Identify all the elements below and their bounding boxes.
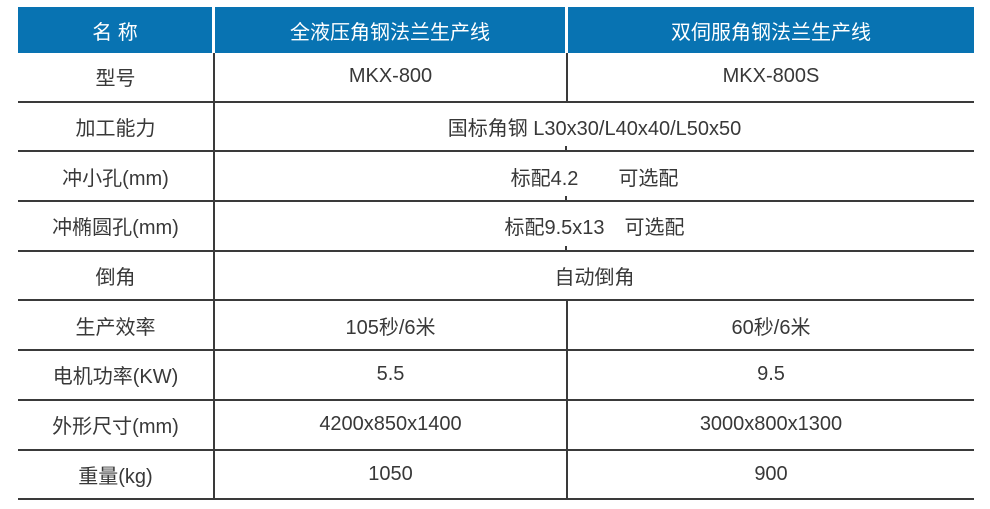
row-value-left: 4200x850x1400 xyxy=(215,400,568,449)
row-value-right: MKX-800S xyxy=(722,65,820,88)
table-row-capacity: 加工能力 国标角钢 L30x30/L40x40/L50x50 xyxy=(18,102,974,153)
row-label: 型号 xyxy=(18,53,215,101)
row-value-left: 5.5 xyxy=(215,351,568,399)
row-value-right: 60秒/6米 xyxy=(731,316,811,339)
product-spec-table: 名 称 全液压角钢法兰生产线 双伺服角钢法兰生产线 型号 MKX-800 MKX… xyxy=(18,7,974,501)
row-label: 冲椭圆孔(mm) xyxy=(18,202,215,250)
table-row-weight: 重量(kg) 1050 900 xyxy=(18,450,974,501)
row-value-left: 105秒/6米 xyxy=(215,301,568,350)
header-cell-servo-line: 双伺服角钢法兰生产线 xyxy=(568,7,974,53)
row-value-right: 9.5 xyxy=(757,363,785,386)
row-label: 重量(kg) xyxy=(18,450,215,499)
table-header-row: 名 称 全液压角钢法兰生产线 双伺服角钢法兰生产线 xyxy=(18,7,974,53)
header-cell-name: 名 称 xyxy=(18,7,215,53)
row-value-merged: 国标角钢 L30x30/L40x40/L50x50 xyxy=(215,103,974,151)
row-value-left: 1050 xyxy=(215,450,568,499)
row-value-right: 3000x800x1300 xyxy=(699,413,843,436)
row-label: 加工能力 xyxy=(18,102,215,151)
row-value-merged: 标配9.5x13 可选配 xyxy=(215,202,974,250)
table-row-oval-hole: 冲椭圆孔(mm) 标配9.5x13 可选配 xyxy=(18,202,974,252)
table-row-efficiency: 生产效率 105秒/6米 60秒/6米 xyxy=(18,301,974,352)
row-value-right: 900 xyxy=(754,462,788,485)
row-label: 外形尺寸(mm) xyxy=(18,400,215,449)
table-row-dimensions: 外形尺寸(mm) 4200x850x1400 3000x800x1300 xyxy=(18,400,974,451)
row-value-left: MKX-800 xyxy=(215,53,568,101)
table-row-model: 型号 MKX-800 MKX-800S xyxy=(18,53,974,103)
row-value-merged: 自动倒角 xyxy=(554,267,635,290)
row-label: 倒角 xyxy=(18,251,215,300)
row-label: 冲小孔(mm) xyxy=(18,152,215,201)
row-label: 电机功率(KW) xyxy=(18,351,215,399)
row-label: 生产效率 xyxy=(18,301,215,350)
header-cell-hydraulic-line: 全液压角钢法兰生产线 xyxy=(215,7,568,53)
table-row-motor-power: 电机功率(KW) 5.5 9.5 xyxy=(18,351,974,401)
table-row-small-hole: 冲小孔(mm) 标配4.2 可选配 xyxy=(18,152,974,203)
table-row-chamfer: 倒角 自动倒角 xyxy=(18,251,974,302)
row-value-merged: 标配4.2 可选配 xyxy=(215,152,974,200)
